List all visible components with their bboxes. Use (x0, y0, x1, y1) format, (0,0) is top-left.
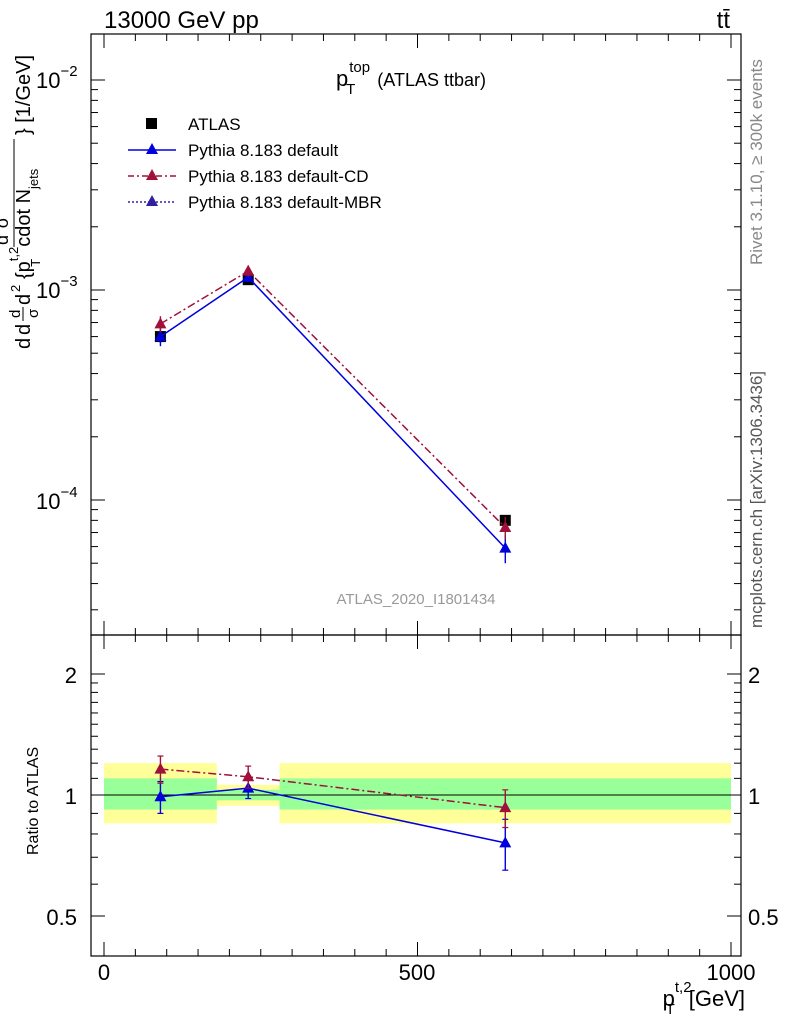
mcplots-reference-label: mcplots.cern.ch [arXiv:1306.3436] (747, 371, 766, 628)
main-panel: ptop T (ATLAS ttbar) 10−2 10−3 10−4 d d σ … (0, 33, 742, 636)
svg-text:{pt,2Tcdot Njets: {pt,2Tcdot Njets (6, 168, 43, 279)
x-axis-label: pt,2 T [GeV] (663, 979, 745, 1018)
svg-text:d: d (13, 338, 35, 349)
legend-marker-atlas (146, 118, 157, 129)
ratio-point-pythia-8-183-default-cd (154, 762, 167, 774)
svg-text:} [1/GeV]: } [1/GeV] (13, 55, 35, 135)
legend-marker-default (146, 143, 158, 154)
analysis-watermark: ATLAS_2020_I1801434 (336, 591, 495, 608)
ratio-panel: 2 1 0.5 2 1 0.5 Ratio to ATLAS 0 500 100… (25, 634, 779, 1018)
series-line-pythia-8-183-default-cd (160, 270, 506, 528)
legend: ATLAS Pythia 8.183 default Pythia 8.183 … (128, 115, 382, 212)
ratio-data-marks (154, 755, 512, 871)
ratio-point-pythia-8-183-default (499, 836, 512, 848)
ratio-point-pythia-8-183-default (154, 790, 167, 802)
ratio-ytick-label-2: 2 (65, 663, 77, 688)
legend-label-default: Pythia 8.183 default (188, 141, 339, 160)
ratio-point-pythia-8-183-default-cd (499, 801, 512, 813)
xtick-label-500: 500 (399, 960, 436, 985)
main-ticks (91, 34, 741, 635)
header-collision-label: 13000 GeV pp (104, 7, 259, 34)
legend-marker-cd (146, 169, 158, 180)
svg-text:d2σfid: d2σfid (0, 205, 12, 246)
ratio-ytick-label-1-right: 1 (748, 784, 760, 809)
xtick-label-1000: 1000 (707, 960, 756, 985)
main-data-marks (154, 264, 512, 564)
ytick-label-1e-3: 10−3 (36, 273, 78, 303)
xtick-label-0: 0 (98, 960, 110, 985)
legend-label-cd: Pythia 8.183 default-CD (188, 167, 369, 186)
point-pythia-8-183-default-cd (154, 317, 167, 329)
legend-label-atlas: ATLAS (188, 115, 241, 134)
ytick-label-1e-4: 10−4 (36, 484, 78, 514)
svg-text:σ: σ (25, 308, 42, 318)
ytick-label-1e-2: 10−2 (36, 63, 78, 93)
rivet-version-label: Rivet 3.1.10, ≥ 300k events (747, 59, 766, 265)
svg-text:d: d (7, 310, 24, 318)
ratio-point-pythia-8-183-default-cd (242, 770, 255, 782)
point-pythia-8-183-default-cd (242, 264, 255, 276)
point-pythia-8-183-default-cd (499, 520, 512, 532)
ratio-ticks (91, 635, 741, 956)
main-y-axis-label: d d σ d 2 {pt,2Tcdot Njets d2σfid } [1/G… (0, 55, 43, 349)
point-pythia-8-183-default (499, 541, 512, 553)
legend-marker-mbr (146, 195, 158, 206)
ratio-y-axis-label: Ratio to ATLAS (25, 747, 42, 855)
ratio-ytick-label-0.5-right: 0.5 (748, 905, 779, 930)
svg-text:2: 2 (8, 285, 23, 292)
ratio-ytick-label-1: 1 (65, 784, 77, 809)
point-pythia-8-183-default (154, 330, 167, 342)
svg-text:d: d (13, 294, 35, 305)
ratio-ytick-label-2-right: 2 (748, 663, 760, 688)
chart-title: ptop T (ATLAS ttbar) (336, 59, 486, 98)
ratio-line-pythia-8-183-default-cd (160, 768, 506, 809)
svg-text:d: d (13, 324, 35, 335)
header-process-label: tt̄ (717, 7, 731, 34)
series-line-pythia-8-183-default (160, 276, 506, 549)
legend-label-mbr: Pythia 8.183 default-MBR (188, 193, 382, 212)
ratio-ytick-label-0.5: 0.5 (46, 905, 77, 930)
